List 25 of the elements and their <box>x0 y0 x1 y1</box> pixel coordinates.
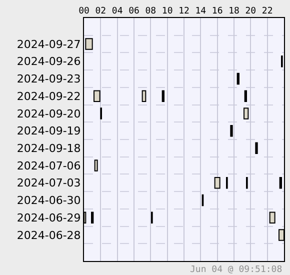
y-tick-label: 2024-09-23 <box>16 72 81 86</box>
y-tick-label: 2024-06-29 <box>16 211 81 224</box>
x-tick-label: 22 <box>262 6 273 16</box>
x-tick-label: 06 <box>128 6 140 16</box>
text: Jun 04 @ 09:51:08 <box>190 265 282 275</box>
y-tick-label: 2024-09-20 <box>16 107 81 120</box>
x-tick-label: 16 <box>212 6 223 16</box>
x-tick-label: 04 <box>112 6 123 16</box>
x-tick-label: 10 <box>162 6 173 16</box>
y-tick-label: 2024-07-06 <box>16 159 81 172</box>
x-tick-label: 08 <box>145 6 156 16</box>
x-tick-label: 20 <box>245 6 256 16</box>
y-tick-label: 2024-09-18 <box>16 142 81 156</box>
y-tick-label: 2024-09-27 <box>16 38 81 51</box>
y-tick-label: 2024-09-26 <box>16 55 81 68</box>
x-tick-label: 18 <box>228 6 240 16</box>
y-tick-label: 2024-06-30 <box>16 194 81 208</box>
x-tick-label: 02 <box>95 6 106 16</box>
x-tick-label: 14 <box>195 6 206 16</box>
y-tick-label: 2024-09-22 <box>16 90 81 103</box>
y-tick-label: 2024-07-03 <box>16 176 81 190</box>
x-tick-label: 12 <box>178 6 190 16</box>
y-tick-label: 2024-06-28 <box>16 228 81 242</box>
y-tick-label: 2024-09-19 <box>16 124 81 138</box>
x-tick-label: 00 <box>78 6 90 16</box>
